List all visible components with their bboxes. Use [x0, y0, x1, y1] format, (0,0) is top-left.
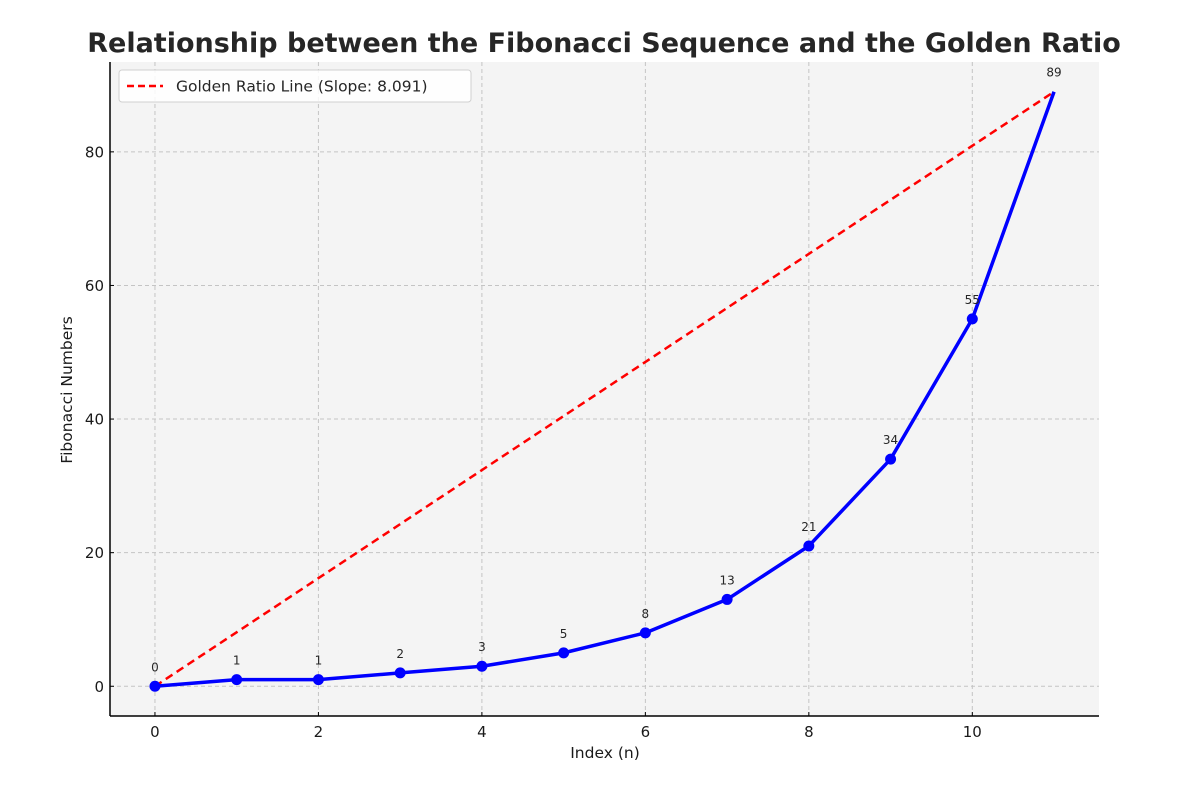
x-tick-label: 10 [963, 723, 982, 741]
data-point-marker [394, 667, 406, 679]
data-label: 13 [719, 573, 734, 587]
x-tick-label: 4 [477, 723, 487, 741]
data-point-marker [312, 674, 324, 686]
data-point-marker [231, 674, 243, 686]
y-tick-label: 20 [85, 544, 104, 562]
gridlines [110, 62, 1099, 716]
y-tick-label: 60 [85, 277, 104, 295]
legend-box [118, 69, 472, 103]
data-label: 1 [233, 654, 241, 668]
data-label: 3 [478, 640, 486, 654]
y-tick-label: 40 [85, 411, 104, 429]
data-point-marker [966, 313, 978, 325]
data-point-marker [558, 647, 570, 659]
y-axis-label: Fibonacci Numbers [58, 316, 76, 463]
data-label: 89 [1046, 66, 1061, 80]
x-tick-label: 2 [314, 723, 324, 741]
data-point-marker [476, 660, 488, 672]
legend-label-golden-ratio: Golden Ratio Line (Slope: 8.091) [176, 78, 428, 96]
chart-title: Relationship between the Fibonacci Seque… [87, 28, 1121, 59]
legend: Golden Ratio Line (Slope: 8.091) [118, 69, 472, 103]
data-label: 0 [151, 660, 159, 674]
golden-ratio-line [154, 90, 1055, 688]
series-layer [149, 90, 1056, 692]
x-axis-label: Index (n) [570, 744, 640, 762]
x-tick-label: 0 [150, 723, 160, 741]
y-tick-label: 0 [94, 678, 104, 696]
data-label: 2 [396, 647, 404, 661]
data-label: 55 [965, 293, 980, 307]
data-point-marker [885, 453, 897, 465]
data-label: 1 [315, 654, 323, 668]
y-tick-label: 80 [85, 143, 104, 161]
x-tick-label: 6 [641, 723, 651, 741]
fibonacci-line [154, 91, 1056, 689]
data-point-marker [803, 540, 815, 552]
data-point-marker [149, 680, 161, 692]
data-label: 34 [883, 433, 898, 447]
data-label: 21 [801, 520, 816, 534]
data-point-marker [639, 627, 651, 639]
data-label: 8 [642, 607, 650, 621]
data-label: 5 [560, 627, 568, 641]
data-point-marker [721, 593, 733, 605]
x-tick-label: 8 [804, 723, 814, 741]
data-labels: 0 1 1 2 3 5 8 13 21 34 55 89 [151, 66, 1062, 675]
